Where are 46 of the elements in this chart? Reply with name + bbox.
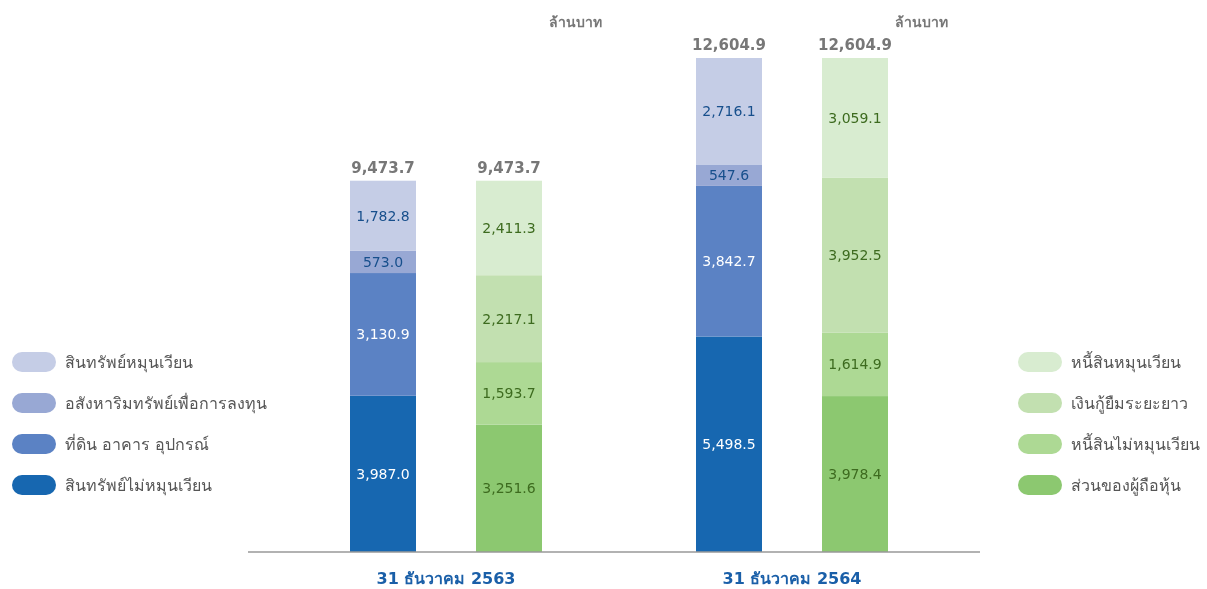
bar — [822, 396, 888, 552]
bar — [822, 332, 888, 397]
data-label: 2,217.1 — [482, 310, 536, 327]
data-label: 2,411.3 — [482, 219, 536, 236]
y-axis-title: ล้านบาท — [549, 14, 602, 30]
data-label: 5,498.5 — [702, 436, 756, 453]
total-label: 9,473.7 — [351, 158, 415, 177]
text: ล้านบาท — [895, 14, 948, 30]
bar — [696, 58, 762, 165]
data-label: 3,130.9 — [356, 326, 410, 343]
bar — [350, 395, 416, 552]
data-label: 3,978.4 — [828, 466, 882, 483]
legend-label: สินทรัพย์หมุนเวียน — [65, 353, 193, 373]
bar — [822, 177, 888, 333]
total-label: 12,604.9 — [691, 36, 767, 54]
bar — [696, 336, 762, 552]
data-label: 3,842.7 — [702, 253, 756, 270]
legend-label: หนี้สินหมุนเวียน — [1071, 351, 1181, 373]
bar — [476, 275, 542, 363]
data-label: 3,952.5 — [828, 247, 882, 264]
legend-label: เงินกู้ยืมระยะยาว — [1071, 394, 1188, 414]
legend-label: ที่ดิน อาคาร อุปกรณ์ — [65, 433, 210, 455]
data-label: 3,251.6 — [482, 480, 536, 497]
bar — [350, 180, 416, 251]
text: 31 ธันวาคม 2563 — [376, 569, 516, 588]
bar — [696, 185, 762, 337]
data-label: 573.0 — [362, 253, 404, 270]
data-label: 1,782.8 — [356, 207, 410, 224]
bar — [476, 424, 542, 552]
bar — [822, 58, 888, 178]
total-label: 9,473.7 — [477, 158, 541, 177]
legend-label: อสังหาริมทรัพย์เพื่อการลงทุน — [65, 392, 267, 414]
data-label: 1,593.7 — [482, 385, 536, 402]
total-label: 12,604.9 — [817, 36, 893, 54]
bar — [476, 180, 542, 276]
bar — [476, 362, 542, 425]
bar — [350, 273, 416, 396]
legend-label: ส่วนของผู้ถือหุ้น — [1071, 476, 1181, 496]
legend-label: หนี้สินไม่หมุนเวียน — [1071, 433, 1200, 455]
data-label: 547.6 — [708, 167, 750, 184]
text: 31 ธันวาคม 2564 — [722, 569, 862, 588]
legend-label: สินทรัพย์ไม่หมุนเวียน — [65, 476, 212, 496]
data-label: 3,987.0 — [356, 465, 410, 482]
data-label: 1,614.9 — [828, 356, 882, 373]
data-label: 3,059.1 — [828, 109, 882, 126]
data-label: 2,716.1 — [702, 103, 756, 120]
